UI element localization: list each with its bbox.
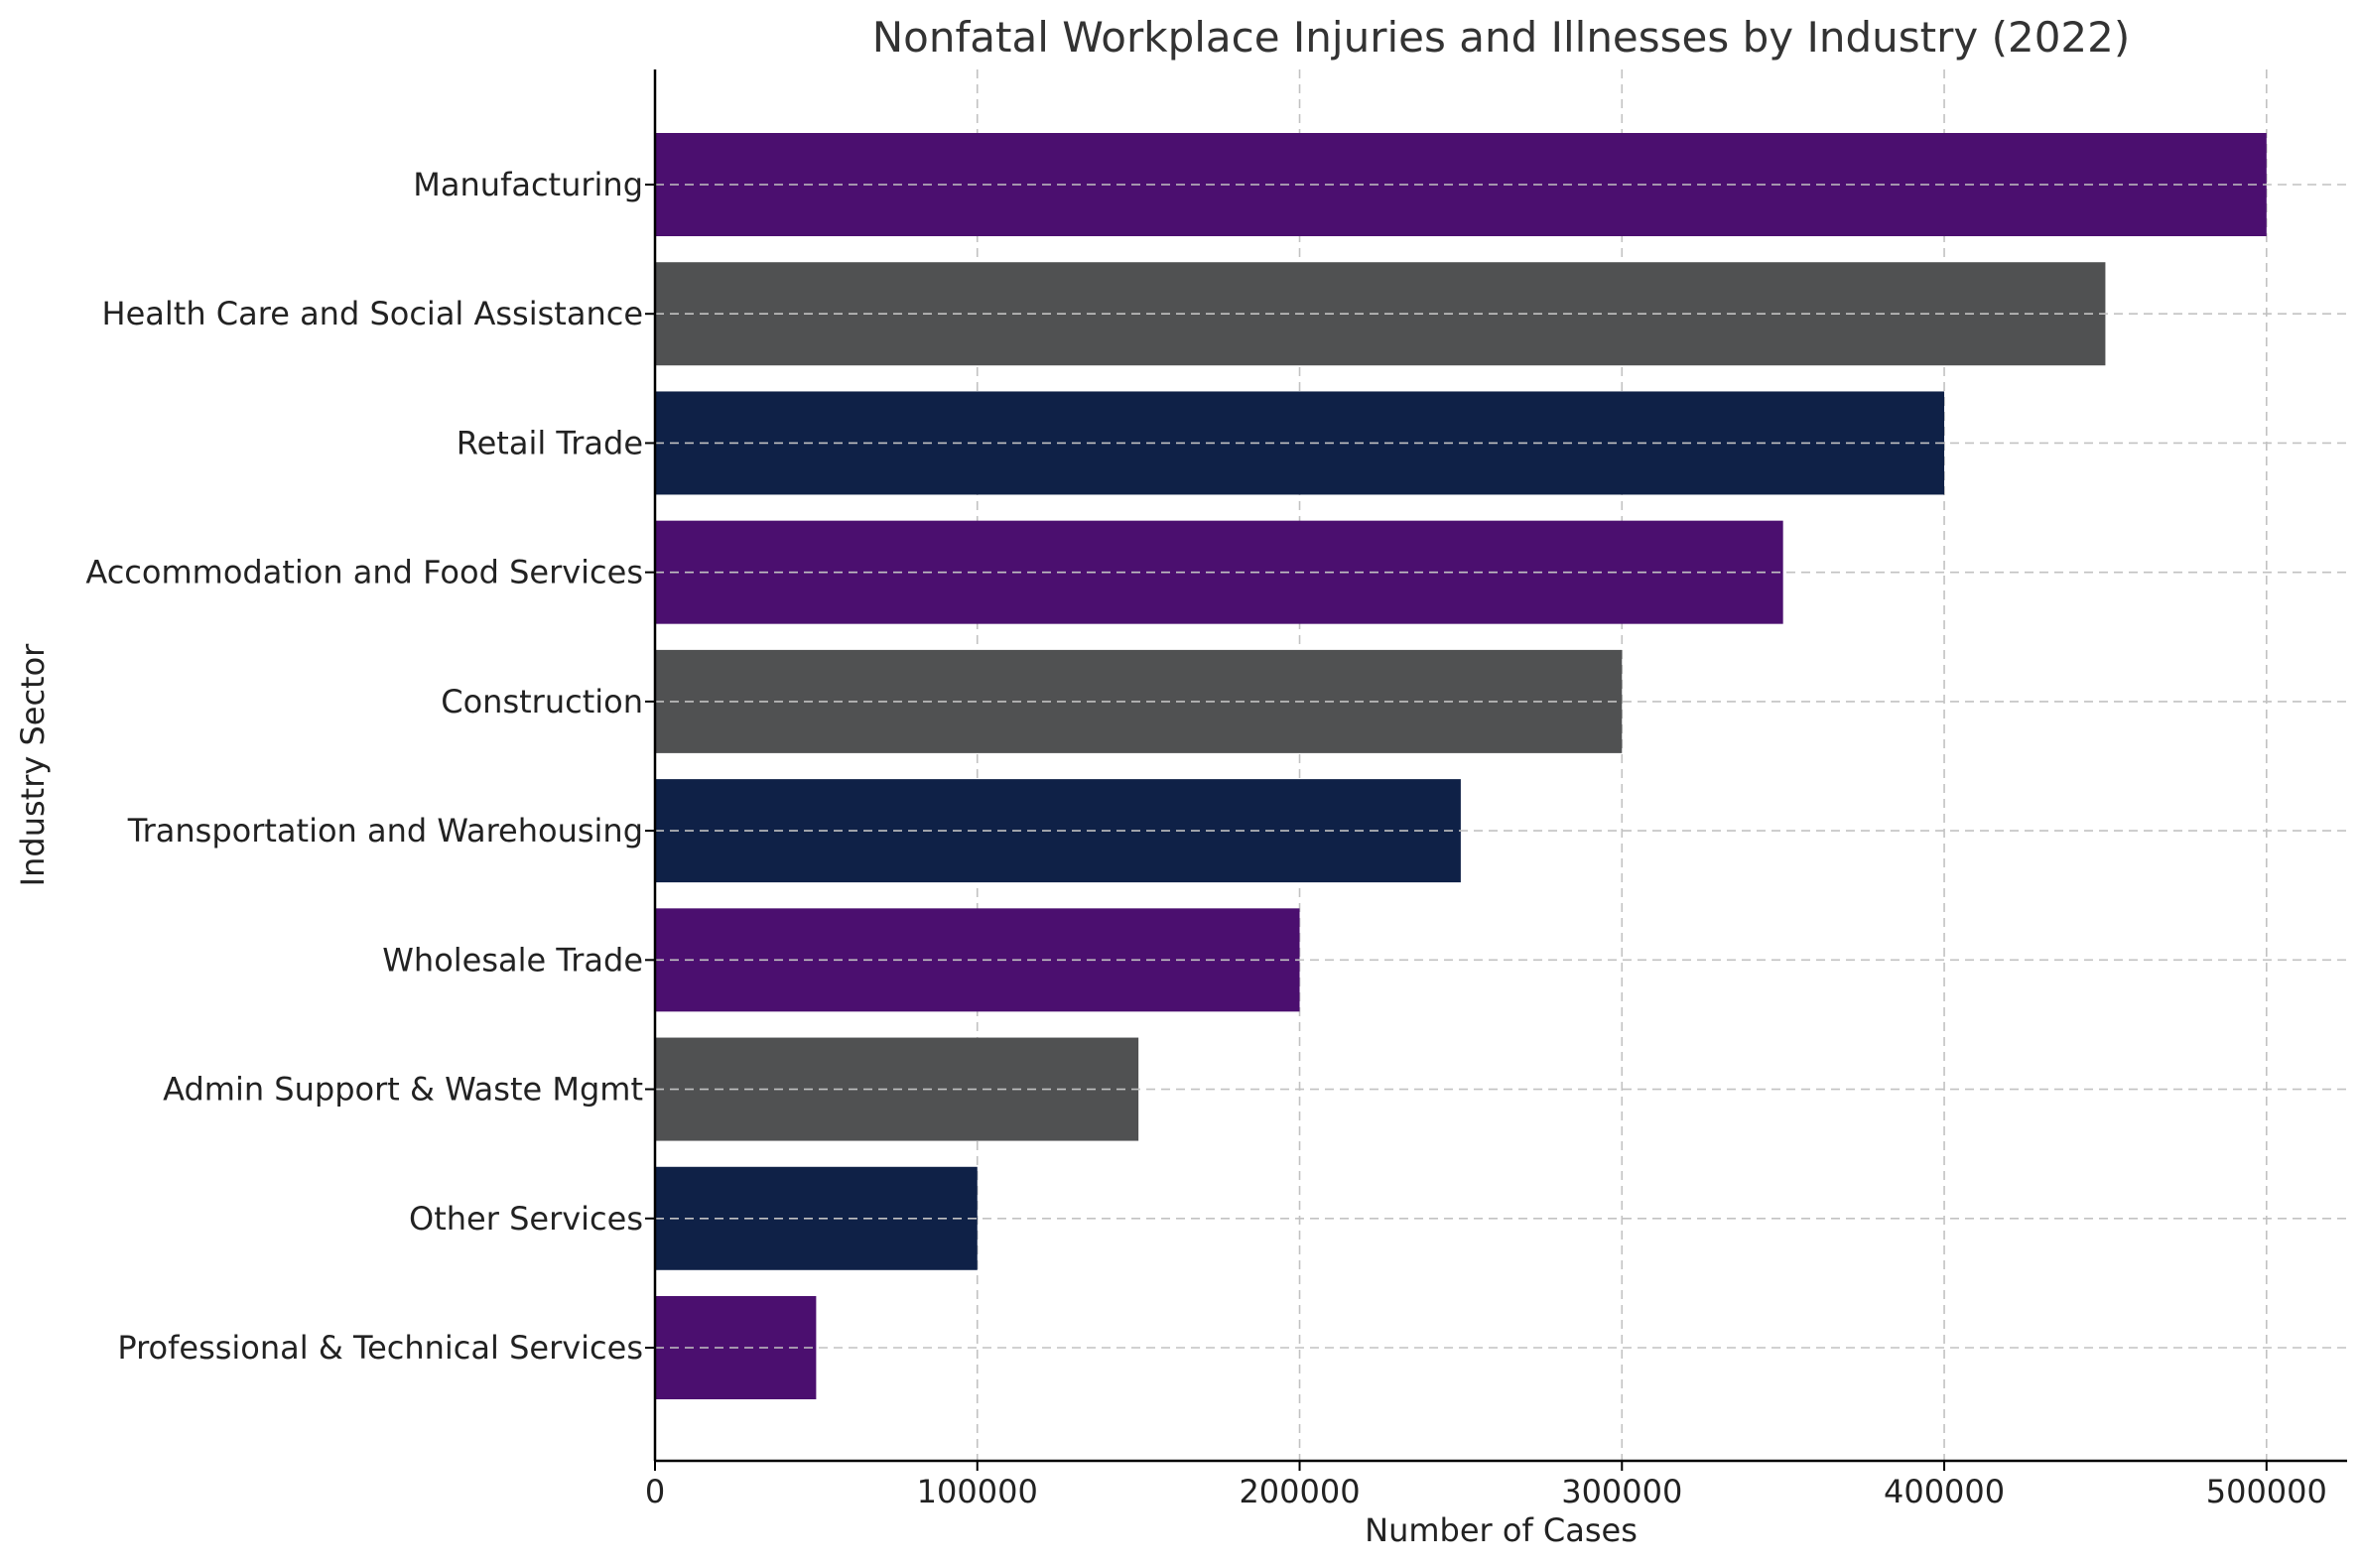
y-tick-label: Retail Trade	[457, 424, 643, 461]
x-tick-label: 100000	[917, 1473, 1038, 1510]
y-tick-label: Wholesale Trade	[382, 941, 643, 979]
x-tick-label: 500000	[2206, 1473, 2327, 1510]
x-tick-label: 0	[645, 1473, 665, 1510]
y-tick-label: Admin Support & Waste Mgmt	[163, 1071, 643, 1109]
x-tick-label: 400000	[1884, 1473, 2005, 1510]
y-tick-label: Other Services	[409, 1200, 643, 1238]
axis-layer	[653, 69, 2347, 1463]
x-tick-label: 200000	[1239, 1473, 1360, 1510]
y-tick-label: Health Care and Social Assistance	[102, 295, 643, 332]
y-tick-layer: Manufacturing Health Care and Social Assi…	[85, 166, 655, 1367]
x-tick-layer: 0 100000 200000 300000 400000 500000	[645, 1461, 2327, 1510]
x-axis-title: Number of Cases	[1365, 1511, 1638, 1549]
y-tick-label: Accommodation and Food Services	[85, 554, 643, 591]
chart-title: Nonfatal Workplace Injuries and Illnesse…	[872, 13, 2131, 62]
bar	[655, 262, 2106, 366]
y-tick-label: Professional & Technical Services	[117, 1329, 643, 1367]
y-axis-title: Industry Sector	[14, 643, 52, 887]
y-tick-label: Manufacturing	[413, 166, 643, 203]
x-tick-label: 300000	[1561, 1473, 1682, 1510]
y-tick-label: Transportation and Warehousing	[127, 812, 643, 849]
y-tick-label: Construction	[441, 683, 643, 720]
